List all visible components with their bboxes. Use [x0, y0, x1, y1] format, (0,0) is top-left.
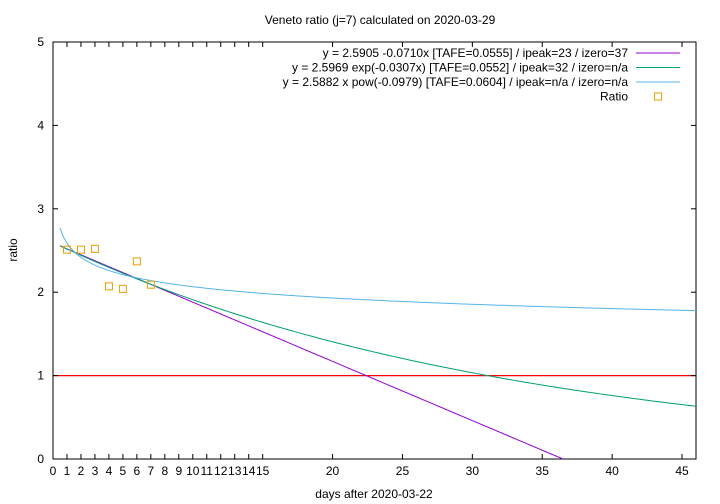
y-tick-label: 1: [37, 369, 44, 383]
x-axis-label: days after 2020-03-22: [315, 487, 433, 501]
plot-frame: [52, 41, 697, 460]
x-tick-label: 5: [120, 464, 127, 478]
x-tick-label: 6: [134, 464, 141, 478]
x-tick-label: 20: [326, 464, 340, 478]
y-axis-label: ratio: [6, 238, 20, 262]
y-tick-label: 4: [37, 118, 44, 132]
x-tick-label: 0: [50, 464, 57, 478]
plot-area: [52, 41, 697, 460]
legend-label: y = 2.5882 x pow(-0.0979) [TAFE=0.0604] …: [283, 75, 629, 89]
x-tick-label: 11: [201, 464, 214, 478]
legend-marker: [654, 92, 662, 101]
data-point: [104, 282, 113, 291]
x-tick-label: 8: [161, 464, 168, 478]
y-axis: 0 1 2 3 4 5: [37, 35, 696, 466]
x-tick-label: 35: [536, 464, 550, 478]
x-tick-label: 25: [396, 464, 410, 478]
series-line-pow: [59, 227, 697, 312]
chart-title: Veneto ratio (j=7) calculated on 2020-03…: [265, 13, 496, 27]
data-point: [132, 257, 141, 266]
x-tick-label: 10: [186, 464, 200, 478]
x-tick-label: 12: [214, 464, 228, 478]
y-tick-label: 2: [37, 285, 44, 299]
y-tick-label: 0: [37, 452, 44, 466]
data-point: [76, 245, 85, 254]
x-tick-label: 14: [242, 464, 256, 478]
legend: y = 2.5905 -0.0710x [TAFE=0.0555] / ipea…: [283, 46, 680, 104]
series-line-exp: [59, 245, 697, 407]
data-point: [146, 280, 155, 289]
data-point: [90, 244, 99, 253]
x-tick-label: 2: [78, 464, 85, 478]
x-tick-label: 45: [675, 464, 689, 478]
x-axis: 0 1 2 3 4 5 6 7 8 9 10 11 12 13 14 15 20 25 30 35 40 45: [50, 42, 689, 478]
x-tick-label: 3: [92, 464, 99, 478]
x-tick-label: 15: [256, 464, 270, 478]
data-point: [118, 284, 127, 293]
legend-label: y = 2.5905 -0.0710x [TAFE=0.0555] / ipea…: [323, 46, 629, 60]
legend-label: Ratio: [600, 90, 628, 104]
x-tick-label: 1: [64, 464, 71, 478]
legend-label: y = 2.5969 exp(-0.0307x) [TAFE=0.0552] /…: [292, 61, 628, 75]
y-tick-label: 3: [37, 202, 44, 216]
x-tick-label: 13: [228, 464, 242, 478]
x-tick-label: 9: [175, 464, 182, 478]
x-tick-label: 4: [106, 464, 113, 478]
x-tick-label: 30: [466, 464, 480, 478]
y-tick-label: 5: [37, 35, 44, 49]
x-tick-label: 40: [605, 464, 619, 478]
data-point: [62, 245, 71, 254]
x-tick-label: 7: [148, 464, 155, 478]
